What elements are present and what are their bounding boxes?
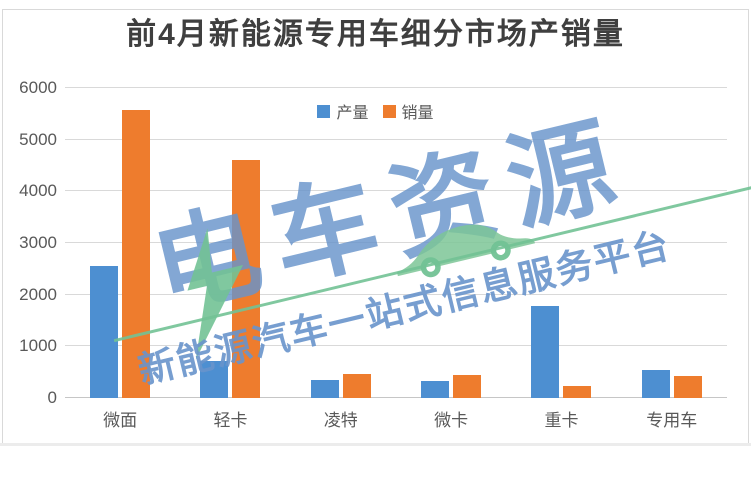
bar-group (396, 88, 506, 398)
y-axis-label: 1000 (19, 336, 57, 356)
y-axis-label: 6000 (19, 78, 57, 97)
bar-group (65, 88, 175, 398)
bar-production (90, 266, 119, 398)
x-axis-label: 凌特 (323, 411, 358, 430)
bar-group (506, 88, 616, 398)
bottom-edge (0, 443, 751, 446)
legend-item-sales: 销量 (382, 99, 434, 123)
bar-production (310, 380, 339, 398)
bar-production (421, 381, 450, 398)
x-axis: 微面 轻卡 凌特 微卡 重卡 专用车 (65, 409, 727, 433)
y-axis-label: 3000 (19, 233, 57, 252)
x-axis-label: 重卡 (544, 411, 579, 430)
bar-groups (65, 88, 727, 398)
legend-swatch (317, 104, 331, 118)
y-axis-label: 2000 (19, 284, 57, 304)
bar-production (531, 306, 560, 398)
bar-sales (342, 373, 371, 398)
gridline (65, 87, 727, 88)
legend-item-production: 产量 (317, 99, 369, 123)
y-axis: 0 1000 2000 3000 4000 5000 6000 (3, 10, 57, 443)
bar-pair (421, 88, 482, 398)
bar-pair (90, 88, 151, 398)
x-axis-label: 微面 (103, 411, 138, 430)
bar-pair (531, 88, 592, 398)
x-axis-label: 微卡 (434, 411, 469, 430)
x-axis-label: 轻卡 (213, 411, 248, 430)
plot-area (65, 87, 727, 398)
bar-group (175, 88, 285, 398)
bar-group (617, 88, 727, 398)
bar-group (286, 88, 396, 398)
bar-sales (453, 374, 482, 398)
bar-pair (310, 88, 371, 398)
bar-production (641, 370, 670, 398)
legend: 产量 销量 (3, 99, 748, 123)
chart-title: 前4月新能源专用车细分市场产销量 (126, 18, 625, 51)
bar-sales (232, 159, 261, 398)
gridline (65, 138, 727, 140)
x-axis-label: 专用车 (646, 411, 698, 430)
y-axis-label: 0 (47, 388, 57, 407)
bar-pair (641, 88, 702, 398)
bar-pair (200, 88, 261, 398)
gridline (65, 345, 727, 347)
gridline (65, 397, 727, 398)
bar-production (200, 361, 229, 398)
legend-swatch (382, 104, 396, 118)
bar-sales (122, 109, 151, 398)
y-axis-label: 4000 (19, 181, 57, 201)
y-axis-label: 5000 (19, 129, 57, 149)
chart-frame: 前4月新能源专用车细分市场产销量 产量 销量 0 1000 2000 3000 4000 5… (2, 9, 751, 444)
bar-sales (673, 376, 702, 398)
legend-label: 产量 (336, 105, 369, 122)
legend-label: 销量 (401, 105, 434, 122)
bar-sales (563, 385, 592, 398)
